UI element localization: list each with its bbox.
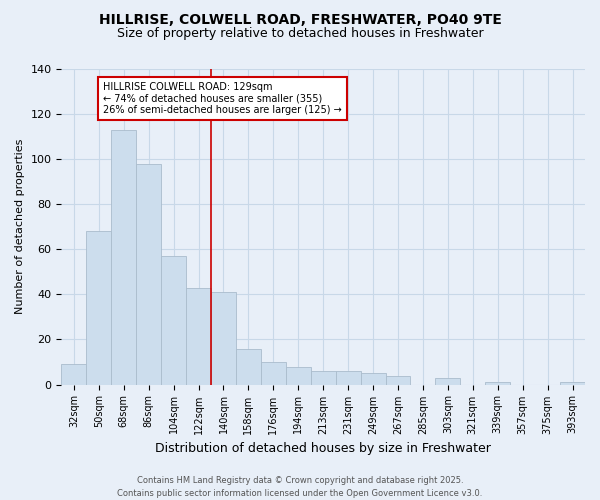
Bar	[361, 374, 386, 384]
Text: Size of property relative to detached houses in Freshwater: Size of property relative to detached ho…	[116, 28, 484, 40]
Bar	[136, 164, 161, 384]
Bar	[211, 292, 236, 384]
Bar	[311, 371, 335, 384]
Text: HILLRISE, COLWELL ROAD, FRESHWATER, PO40 9TE: HILLRISE, COLWELL ROAD, FRESHWATER, PO40…	[98, 12, 502, 26]
Bar	[86, 232, 111, 384]
Bar	[61, 364, 86, 384]
Y-axis label: Number of detached properties: Number of detached properties	[15, 139, 25, 314]
Bar	[236, 348, 261, 384]
X-axis label: Distribution of detached houses by size in Freshwater: Distribution of detached houses by size …	[155, 442, 491, 455]
Bar	[386, 376, 410, 384]
Bar	[335, 371, 361, 384]
Bar	[186, 288, 211, 384]
Text: HILLRISE COLWELL ROAD: 129sqm
← 74% of detached houses are smaller (355)
26% of : HILLRISE COLWELL ROAD: 129sqm ← 74% of d…	[103, 82, 342, 115]
Text: Contains HM Land Registry data © Crown copyright and database right 2025.
Contai: Contains HM Land Registry data © Crown c…	[118, 476, 482, 498]
Bar	[111, 130, 136, 384]
Bar	[286, 366, 311, 384]
Bar	[560, 382, 585, 384]
Bar	[161, 256, 186, 384]
Bar	[436, 378, 460, 384]
Bar	[485, 382, 510, 384]
Bar	[261, 362, 286, 384]
